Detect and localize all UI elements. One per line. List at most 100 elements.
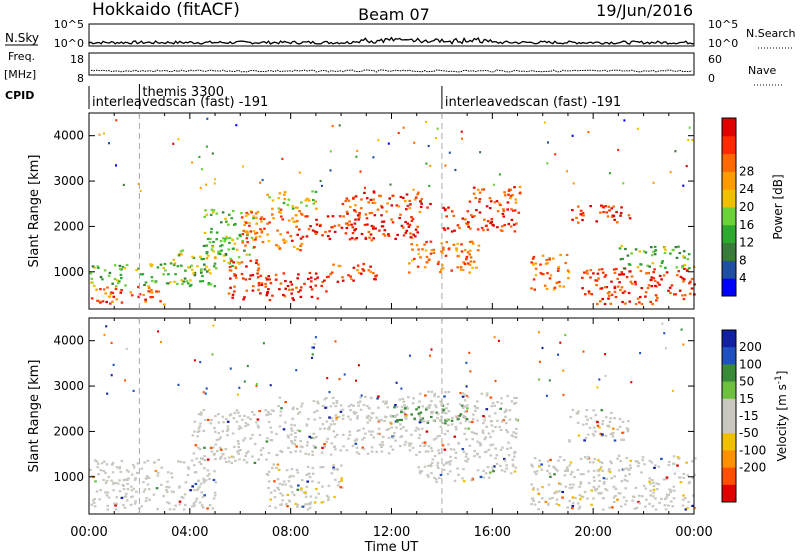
sparse-echo bbox=[243, 380, 246, 383]
sparse-echo bbox=[262, 342, 265, 345]
nsearch-tick-top: 10^5 bbox=[708, 18, 738, 31]
sparse-echo bbox=[468, 351, 471, 354]
velocity-echo-region-2 bbox=[265, 463, 344, 511]
sparse-echo bbox=[326, 377, 329, 380]
beam-title: Beam 07 bbox=[358, 5, 430, 24]
velocity-colorbar-title: Velocity [m s-1] bbox=[774, 371, 789, 462]
sparse-echo bbox=[622, 182, 625, 185]
y-tick-label: 2000 bbox=[53, 219, 84, 233]
station-title: Hokkaido (fitACF) bbox=[92, 0, 240, 20]
sparse-echo bbox=[237, 393, 239, 396]
sparse-echo bbox=[425, 162, 428, 165]
y-tick-label: 3000 bbox=[53, 379, 84, 393]
sparse-echo bbox=[596, 386, 599, 389]
sparse-echo bbox=[461, 137, 463, 140]
sparse-echo bbox=[492, 183, 495, 186]
sparse-echo bbox=[566, 170, 569, 173]
sparse-echo bbox=[261, 178, 264, 182]
sparse-echo bbox=[538, 378, 541, 381]
sparse-echo bbox=[328, 391, 331, 394]
sparse-echo bbox=[241, 165, 244, 168]
sparse-echo bbox=[313, 343, 316, 346]
sparse-echo bbox=[329, 150, 332, 153]
sparse-echo bbox=[412, 188, 415, 191]
sparse-echo bbox=[331, 124, 334, 128]
sparse-echo bbox=[465, 361, 468, 364]
sparse-echo bbox=[671, 389, 674, 393]
power-echo-region-15 bbox=[571, 204, 632, 224]
sparse-echo bbox=[435, 137, 438, 140]
power-colorbar-title: Power [dB] bbox=[771, 174, 785, 239]
sparse-echo bbox=[387, 142, 390, 145]
sparse-echo bbox=[402, 126, 405, 129]
nave-label: Nave bbox=[748, 64, 776, 77]
sparse-echo bbox=[661, 322, 664, 325]
sparse-echo bbox=[623, 119, 626, 122]
sparse-echo bbox=[319, 179, 322, 183]
sparse-echo bbox=[139, 189, 142, 193]
sparse-echo bbox=[202, 391, 205, 394]
sparse-echo bbox=[205, 145, 208, 148]
sparse-echo bbox=[106, 392, 109, 395]
sparse-echo bbox=[454, 168, 457, 172]
sparse-echo bbox=[538, 360, 541, 363]
sparse-echo bbox=[448, 151, 451, 154]
sparse-echo bbox=[199, 186, 202, 189]
sparse-echo bbox=[562, 393, 565, 397]
sparse-echo bbox=[663, 332, 666, 335]
sparse-echo bbox=[314, 336, 317, 339]
power-echo-region-1 bbox=[89, 262, 217, 288]
sparse-echo bbox=[311, 356, 313, 359]
sparse-echo bbox=[604, 374, 607, 378]
power-colorbar-tick: 4 bbox=[739, 271, 747, 285]
sparse-echo bbox=[430, 348, 433, 351]
velocity-colorbar-tick: 50 bbox=[739, 375, 754, 389]
sparse-echo bbox=[395, 381, 398, 384]
velocity-colorbar-tick: 100 bbox=[739, 357, 762, 371]
sparse-echo bbox=[469, 370, 472, 373]
sparse-echo bbox=[132, 389, 135, 392]
sparse-echo bbox=[425, 120, 428, 123]
cpid-label: CPID bbox=[5, 89, 34, 102]
velocity-colorbar-tick: -15 bbox=[739, 409, 759, 423]
velocity-echo-region-0 bbox=[89, 458, 218, 511]
sparse-echo bbox=[238, 386, 241, 389]
sparse-echo bbox=[669, 171, 672, 174]
sparse-echo bbox=[338, 378, 341, 381]
sparse-echo bbox=[413, 141, 416, 144]
nsky-tick-top: 10^5 bbox=[54, 18, 84, 31]
sparse-echo bbox=[609, 172, 612, 175]
sparse-echo bbox=[329, 169, 332, 172]
sparse-echo bbox=[360, 394, 363, 397]
sparse-echo bbox=[682, 184, 685, 187]
sparse-echo bbox=[688, 126, 691, 129]
sparse-echo bbox=[363, 186, 366, 189]
sparse-echo bbox=[357, 364, 360, 367]
sparse-echo bbox=[205, 387, 208, 390]
sparse-echo bbox=[557, 353, 559, 356]
nave-tick-top: 60 bbox=[708, 53, 722, 66]
sparse-echo bbox=[459, 392, 462, 395]
sparse-echo bbox=[604, 353, 607, 356]
freq-tick-bottom: 8 bbox=[77, 72, 84, 85]
cpid-segment-label: themis 3300 bbox=[142, 85, 224, 100]
sparse-echo bbox=[543, 121, 546, 124]
sparse-echo bbox=[598, 378, 601, 381]
sparse-echo bbox=[115, 164, 117, 167]
sparse-echo bbox=[191, 161, 194, 164]
sparse-echo bbox=[204, 392, 207, 395]
sparse-echo bbox=[177, 383, 180, 386]
y-tick-label: 1000 bbox=[53, 265, 84, 279]
sparse-echo bbox=[311, 353, 314, 356]
power-colorbar-tick: 16 bbox=[739, 218, 754, 232]
x-tick-label: 00:00 bbox=[675, 525, 712, 540]
x-tick-label: 16:00 bbox=[474, 525, 511, 540]
nave-tick-bottom: 0 bbox=[708, 72, 715, 85]
freq-label: Freq. bbox=[8, 50, 35, 63]
sparse-echo bbox=[680, 328, 683, 331]
sparse-echo bbox=[198, 155, 201, 158]
velocity-echo-region-5 bbox=[417, 390, 520, 483]
sparse-echo bbox=[199, 361, 202, 364]
nsky-tick-bottom: 10^0 bbox=[54, 37, 84, 50]
